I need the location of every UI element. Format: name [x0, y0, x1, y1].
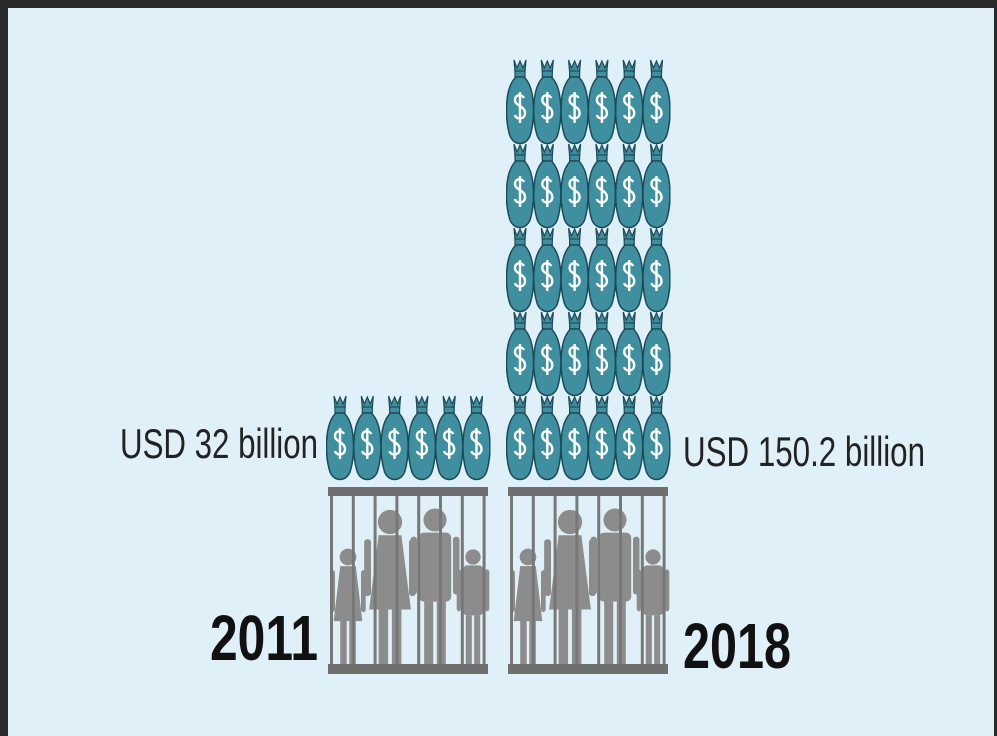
year-label: 2011 [210, 602, 318, 674]
cage-bar [482, 494, 486, 666]
cage-bar [417, 494, 421, 666]
person-arm [544, 539, 551, 596]
person-head [645, 549, 661, 565]
cage-bar [460, 494, 464, 666]
person-leg [340, 616, 347, 667]
cage-bar [553, 494, 557, 666]
cage-bar [395, 494, 399, 666]
person-head [465, 549, 481, 565]
person-arm [636, 569, 641, 612]
cage-bar [619, 494, 622, 666]
person-arm [456, 569, 461, 612]
person-leg [378, 602, 389, 671]
person-leg [424, 601, 434, 671]
person-leg [465, 615, 472, 666]
cage-top [508, 487, 668, 496]
person-head [423, 508, 447, 532]
cage-bar [662, 494, 666, 666]
person-head [557, 509, 583, 535]
cage-bottom [508, 664, 668, 674]
cage-bar [575, 494, 579, 666]
cage-bar [531, 494, 535, 666]
cage-top [328, 487, 488, 496]
cage-bar [597, 494, 601, 666]
year-label: 2018 [683, 610, 791, 682]
cage-bar [510, 494, 513, 666]
background [8, 8, 994, 736]
person-leg [558, 602, 569, 671]
person-body [549, 535, 591, 610]
person-body [369, 535, 411, 610]
person-body [462, 565, 484, 616]
person-body [598, 532, 632, 602]
amount-label: USD 32 billion [120, 420, 318, 467]
cage-bar [640, 494, 644, 666]
person-leg [604, 601, 614, 671]
person-leg [520, 616, 527, 667]
person-body [333, 566, 363, 622]
cage-bar [330, 494, 333, 666]
person-leg [474, 615, 481, 666]
amount-label: USD 150.2 billion [683, 428, 925, 475]
person-leg [654, 615, 661, 666]
cage-bar [439, 494, 442, 666]
cage-bar [373, 494, 377, 666]
person-arm [665, 569, 670, 612]
person-body [418, 532, 452, 602]
person-arm [410, 536, 417, 595]
person-leg [645, 615, 652, 666]
person-arm [485, 569, 490, 612]
person-head [377, 509, 403, 535]
cage-bar [351, 494, 355, 666]
person-body [513, 566, 543, 622]
person-body [642, 565, 664, 616]
person-head [603, 508, 627, 532]
person-arm [590, 536, 597, 595]
person-arm [364, 539, 371, 596]
cage-bottom [328, 664, 488, 674]
